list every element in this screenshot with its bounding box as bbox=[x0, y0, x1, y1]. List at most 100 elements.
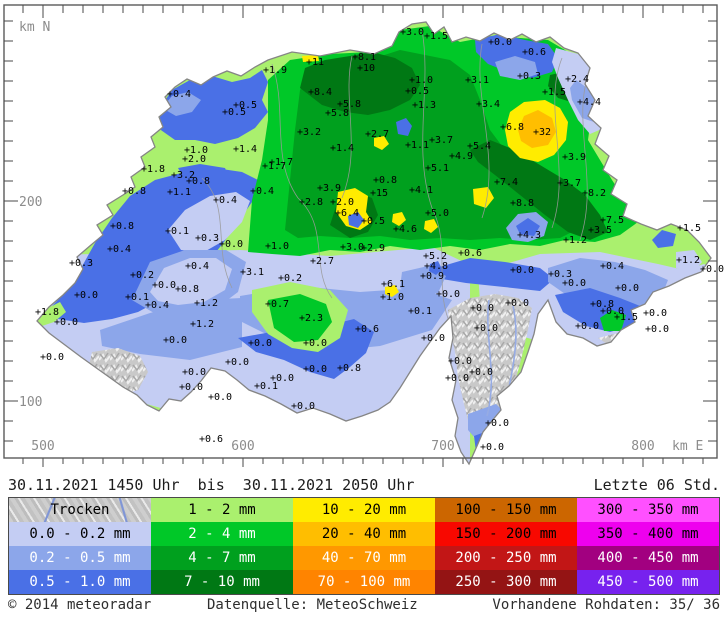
precip-value-label: +3.5 bbox=[588, 225, 612, 236]
legend-cell-3-3: 250 - 300 mm bbox=[435, 570, 577, 594]
precip-value-label: +0.6 bbox=[199, 434, 223, 445]
precip-value-label: +0.3 bbox=[69, 258, 93, 269]
precip-value-label: +1.2 bbox=[194, 298, 218, 309]
precip-value-label: +0.0 bbox=[182, 367, 206, 378]
legend-cell-0-3: 0.5 - 1.0 mm bbox=[9, 570, 151, 594]
precip-value-label: +1.5 bbox=[424, 31, 448, 42]
precip-value-label: +0.6 bbox=[355, 324, 379, 335]
legend-cell-2-2: 40 - 70 mm bbox=[293, 546, 435, 570]
precip-value-label: +0.0 bbox=[480, 442, 504, 453]
legend-column-1: 1 - 2 mm 2 - 4 mm 4 - 7 mm 7 - 10 mm bbox=[151, 498, 293, 594]
precip-value-label: +0.0 bbox=[219, 239, 243, 250]
precip-value-label: +0.1 bbox=[125, 292, 149, 303]
legend-cell-2-3: 70 - 100 mm bbox=[293, 570, 435, 594]
legend-cell-0-2: 0.2 - 0.5 mm bbox=[9, 546, 151, 570]
map-panel: +3.0 +1.5 +0.0 +0.6 +1.9 +11 +8.1 +10 +0.3 +2.4 +1… bbox=[3, 4, 724, 467]
precip-value-label: +8.4 bbox=[308, 87, 332, 98]
precip-value-label: +1.7 bbox=[262, 161, 286, 172]
precip-value-label: +0.6 bbox=[522, 47, 546, 58]
precip-value-label: +1.5 bbox=[614, 312, 638, 323]
precip-value-label: +2.8 bbox=[299, 197, 323, 208]
precip-value-label: +2.9 bbox=[361, 243, 385, 254]
period-bar: 30.11.2021 1450 Uhr bis 30.11.2021 2050 … bbox=[0, 471, 728, 497]
precip-value-label: +4.8 bbox=[424, 261, 448, 272]
precip-value-label: +0.0 bbox=[645, 324, 669, 335]
country-outline bbox=[36, 21, 712, 466]
precip-value-label: +0.0 bbox=[474, 323, 498, 334]
precip-value-label: +0.8 bbox=[337, 363, 361, 374]
precip-value-label: +0.4 bbox=[145, 300, 169, 311]
precip-value-label: +0.0 bbox=[270, 373, 294, 384]
axis-ticks bbox=[4, 5, 717, 467]
precip-value-label: +0.8 bbox=[590, 299, 614, 310]
precip-value-label: +10 bbox=[357, 63, 375, 74]
precip-value-label: +1.9 bbox=[263, 65, 287, 76]
precip-value-label: +3.7 bbox=[429, 135, 453, 146]
precip-value-label: +0.0 bbox=[421, 333, 445, 344]
precipitation-legend: Trocken 0.0 - 0.2 mm 0.2 - 0.5 mm 0.5 - 1.0… bbox=[8, 497, 720, 595]
legend-cell-1-3: 7 - 10 mm bbox=[151, 570, 293, 594]
precip-value-label: +3.4 bbox=[476, 99, 500, 110]
precip-value-label: +3.7 bbox=[557, 178, 581, 189]
axis-labels: km N 200 100 500 600 700 800 km E bbox=[19, 20, 703, 454]
precip-value-label: +0.0 bbox=[74, 290, 98, 301]
legend-cell-3-1: 150 - 200 mm bbox=[435, 522, 577, 546]
precip-value-label: +15 bbox=[370, 188, 388, 199]
precip-value-label: +0.4 bbox=[213, 195, 237, 206]
y-axis-tick-label: 100 bbox=[19, 395, 42, 410]
precip-value-label: +0.4 bbox=[185, 261, 209, 272]
precip-value-label: +0.0 bbox=[575, 321, 599, 332]
precip-value-label: +1.3 bbox=[412, 100, 436, 111]
precip-value-label: +1.5 bbox=[677, 223, 701, 234]
precip-value-label: +0.8 bbox=[186, 176, 210, 187]
legend-cell-0-0: Trocken bbox=[9, 498, 151, 522]
precip-value-label: +1.0 bbox=[184, 145, 208, 156]
precip-value-label: +8.1 bbox=[352, 52, 376, 63]
canton-border-line bbox=[579, 69, 591, 241]
precip-value-label: +1.2 bbox=[563, 235, 587, 246]
precip-value-label: +1.7 bbox=[269, 157, 293, 168]
precip-value-label: +0.4 bbox=[600, 261, 624, 272]
precip-value-label: +0.0 bbox=[303, 364, 327, 375]
footer: © 2014 meteoradar Datenquelle: MeteoSchw… bbox=[0, 597, 728, 618]
precip-value-label: +2.7 bbox=[365, 129, 389, 140]
precip-value-label: +8.8 bbox=[510, 198, 534, 209]
precip-value-label: +4.4 bbox=[577, 97, 601, 108]
legend-cell-3-0: 100 - 150 mm bbox=[435, 498, 577, 522]
x-axis-tick-label: 800 bbox=[631, 439, 654, 454]
switzerland-precipitation-map: +3.0 +1.5+0.0+0.6+1.9+11 +8.1+10+0.3 +2.4+1… bbox=[3, 4, 724, 467]
precip-value-label: +6.8 bbox=[500, 122, 524, 133]
precip-value-label: +0.0 bbox=[208, 392, 232, 403]
precip-value-label: +0.8 bbox=[122, 186, 146, 197]
precip-value-label: +3.9 bbox=[562, 152, 586, 163]
precip-value-label: +1.1 bbox=[167, 187, 191, 198]
precip-value-label: +0.0 bbox=[179, 382, 203, 393]
precip-value-label: +0.0 bbox=[562, 278, 586, 289]
precip-value-label: +0.0 bbox=[54, 317, 78, 328]
precip-value-label: +2.7 bbox=[310, 256, 334, 267]
precipitation-regions bbox=[37, 22, 711, 464]
precip-value-label: +1.8 bbox=[35, 307, 59, 318]
map-frame bbox=[3, 4, 718, 459]
legend-cell-4-1: 350 - 400 mm bbox=[577, 522, 719, 546]
precip-value-label: +0.0 bbox=[291, 401, 315, 412]
precip-value-label: +0.3 bbox=[517, 71, 541, 82]
canton-border-line bbox=[297, 197, 333, 299]
precip-value-label: +0.0 bbox=[248, 338, 272, 349]
precip-value-label: +5.2 bbox=[423, 251, 447, 262]
data-source-label: Datenquelle: MeteoSchweiz bbox=[207, 597, 418, 613]
legend-cell-4-0: 300 - 350 mm bbox=[577, 498, 719, 522]
canton-border-line bbox=[341, 55, 353, 199]
legend-column-0: Trocken 0.0 - 0.2 mm 0.2 - 0.5 mm 0.5 - 1.0… bbox=[9, 498, 151, 594]
precip-value-label: +0.7 bbox=[265, 299, 289, 310]
precip-value-label: +0.2 bbox=[130, 270, 154, 281]
precip-value-label: +0.0 bbox=[152, 280, 176, 291]
precip-value-label: +6.4 bbox=[335, 208, 359, 219]
precip-value-label: +5.4 bbox=[467, 141, 491, 152]
legend-column-4: 300 - 350 mm 350 - 400 mm 400 - 450 mm 450 … bbox=[577, 498, 719, 594]
rawdata-status-label: Vorhandene Rohdaten: 35/ 36 bbox=[492, 597, 720, 613]
precip-value-label: +1.4 bbox=[330, 143, 354, 154]
precip-value-label: +0.3 bbox=[195, 233, 219, 244]
precip-value-label: +7.4 bbox=[494, 177, 518, 188]
